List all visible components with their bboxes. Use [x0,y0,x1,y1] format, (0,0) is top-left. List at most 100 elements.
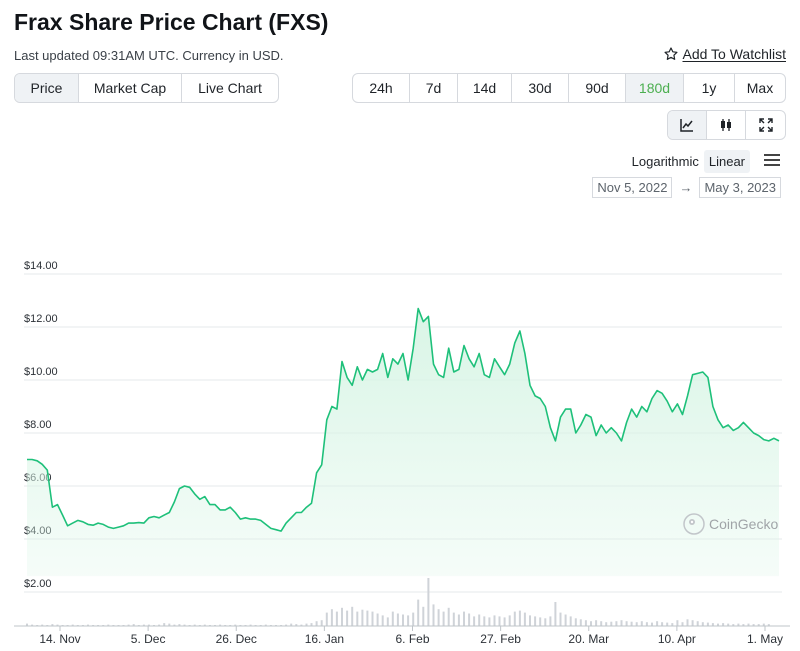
add-to-watchlist-label: Add To Watchlist [682,46,787,62]
volume-bar [727,623,730,626]
volume-bar [645,622,648,626]
x-tick-label: 6. Feb [395,632,429,646]
volume-bar [701,622,704,626]
volume-bar [361,609,364,626]
range-180d[interactable]: 180d [626,74,684,102]
volume-bar [711,623,714,626]
volume-bar [320,620,323,626]
fullscreen-icon [758,118,773,132]
volume-bar [376,613,379,626]
volume-bar [315,621,318,626]
volume-bar [584,620,587,626]
volume-bar [132,624,135,626]
volume-bar [290,623,293,626]
volume-bar [503,617,506,626]
scale-linear[interactable]: Linear [703,150,750,173]
range-30d[interactable]: 30d [512,74,569,102]
volume-bar [686,619,689,626]
volume-bar [564,614,567,626]
y-tick-label: $10.00 [24,366,58,378]
volume-bar [437,609,440,626]
page-title: Frax Share Price Chart (FXS) [14,9,329,35]
volume-bar [635,622,638,626]
volume-bar [737,623,740,626]
volume-bar [488,617,491,626]
range-14d[interactable]: 14d [458,74,512,102]
volume-bar [493,615,496,626]
metric-tabs: Price Market Cap Live Chart [14,73,279,103]
volume-bar [559,612,562,626]
volume-bar [249,624,252,626]
volume-bar [549,616,552,626]
range-max[interactable]: Max [746,80,774,96]
watermark-text: CoinGecko [709,516,779,532]
tab-market-cap[interactable]: Market Cap [79,74,182,102]
volume-bar [717,623,719,626]
volume-bar [381,615,384,626]
volume-bars [26,578,770,626]
volume-bar [574,618,577,626]
volume-bar [457,614,460,626]
volume-bar [518,610,521,626]
volume-bar [56,624,59,626]
volume-bar [412,612,415,626]
range-7d[interactable]: 7d [410,74,458,102]
candlestick-button[interactable] [707,111,746,139]
volume-bar [732,624,735,626]
volume-bar [579,619,582,626]
volume-bar [767,624,770,626]
volume-bar [173,624,176,626]
volume-bar [158,624,161,626]
tab-live-chart[interactable]: Live Chart [198,80,262,96]
tab-price[interactable]: Price [15,74,79,102]
volume-bar [742,624,745,626]
date-from-input[interactable]: Nov 5, 2022 [592,177,673,198]
scale-toggle: Logarithmic Linear [627,150,750,173]
volume-bar [468,613,471,626]
add-to-watchlist-link[interactable]: Add To Watchlist [663,46,787,62]
volume-bar [706,622,709,626]
range-90d[interactable]: 90d [569,74,626,102]
volume-bar [147,624,150,626]
volume-bar [473,616,476,626]
volume-bar [666,622,669,626]
volume-bar [432,604,435,626]
x-tick-label: 20. Mar [568,632,609,646]
volume-bar [478,614,481,626]
volume-bar [661,622,664,626]
volume-bar [295,624,298,626]
scale-logarithmic[interactable]: Logarithmic [631,154,699,169]
fullscreen-button[interactable] [746,111,785,139]
line-chart-button[interactable] [668,111,707,139]
volume-bar [300,624,303,626]
volume-bar [193,624,196,626]
volume-bar [341,607,343,626]
volume-bar [483,616,486,626]
candlestick-icon [721,119,731,131]
volume-bar [513,611,516,626]
y-tick-label: $12.00 [24,313,58,325]
x-tick-label: 16. Jan [305,632,344,646]
volume-bar [107,624,110,626]
volume-bar [539,617,542,626]
date-to-input[interactable]: May 3, 2023 [699,177,781,198]
volume-bar [366,610,369,626]
volume-bar [51,624,54,626]
price-chart[interactable]: $2.00$4.00$6.00$8.00$10.00$12.00$14.00 1… [0,200,800,651]
menu-icon[interactable] [764,153,780,167]
volume-bar [671,623,674,626]
volume-bar [752,624,755,626]
volume-bar [330,609,333,626]
volume-bar [696,621,699,626]
range-24h[interactable]: 24h [353,74,410,102]
price-area-fill [27,308,779,577]
volume-bar [427,578,430,626]
volume-bar [407,615,410,626]
x-tick-label: 26. Dec [216,632,257,646]
x-tick-label: 1. May [747,632,783,646]
volume-bar [676,620,679,626]
volume-bar [605,622,608,626]
range-1y[interactable]: 1y [684,74,735,102]
x-tick-label: 27. Feb [480,632,521,646]
chart-type-tabs [667,110,786,140]
